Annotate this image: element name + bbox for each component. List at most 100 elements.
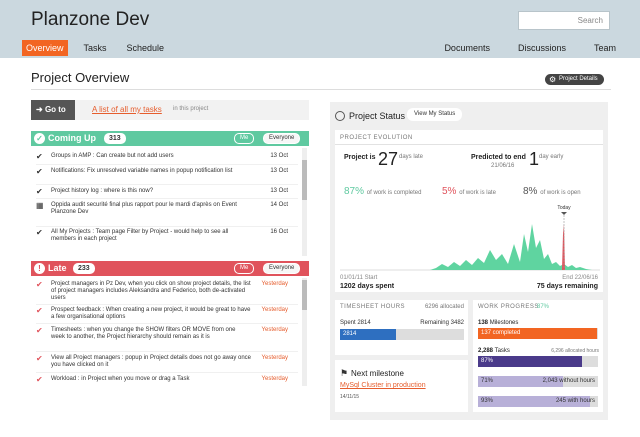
work-progress-box: WORK PROGRESS 87% 138 Milestones 137 com… <box>473 300 603 412</box>
start-label: Start <box>364 275 378 281</box>
timesheet-box: TIMESHEET HOURS 6296 allocated Spent 281… <box>335 300 468 355</box>
check-icon: ✔ <box>36 306 43 315</box>
arrow-right-icon: ➜ <box>36 105 43 114</box>
days-spent: 1202 days spent <box>340 283 395 290</box>
spent-label: Spent 2814 <box>340 320 371 326</box>
end-label: End <box>562 275 573 281</box>
project-status-panel: Project Status View My Status PROJECT EV… <box>330 102 608 420</box>
check-icon: ✔ <box>36 354 43 363</box>
without-hours-bar: 71% 2,043 without hours <box>478 376 598 387</box>
tasks-info: 2,288 Tasks <box>478 348 510 354</box>
task-date: 16 Oct <box>270 229 288 235</box>
coming-up-scrollbar[interactable] <box>302 148 307 256</box>
check-icon: ✔ <box>36 280 43 289</box>
project-details-label: Project Details <box>559 76 598 82</box>
tasks-allocated: 6,296 allocated hours <box>551 348 599 354</box>
late-stat: 5% of work is late <box>442 186 496 197</box>
tab-overview[interactable]: Overview <box>22 40 68 56</box>
predicted-unit: day early <box>539 154 564 160</box>
tab-discussions[interactable]: Discussions <box>517 43 566 53</box>
project-status-title: Project Status <box>349 111 406 121</box>
tab-documents[interactable]: Documents <box>444 43 490 53</box>
divider <box>36 198 298 199</box>
with-hours-bar-fill: 93% <box>478 396 590 407</box>
completed-pct: 87% <box>344 186 365 197</box>
check-icon: ✔ <box>36 228 43 237</box>
divider <box>31 89 611 90</box>
tab-tasks[interactable]: Tasks <box>83 43 107 53</box>
task-date: Yesterday <box>261 281 288 287</box>
task-date: 13 Oct <box>270 153 288 159</box>
without-hours-label: 2,043 without hours <box>542 378 595 384</box>
milestone-link[interactable]: MySql Cluster in production <box>340 382 426 389</box>
project-evolution: PROJECT EVOLUTION Project is 27 days lat… <box>335 130 603 292</box>
evolution-label: PROJECT EVOLUTION <box>340 135 413 141</box>
with-hours-bar: 93% 245 with hours <box>478 396 598 407</box>
calendar-icon: ▦ <box>36 201 44 210</box>
search-input[interactable]: Search <box>518 11 610 30</box>
scrollbar-thumb[interactable] <box>302 280 307 310</box>
task-title: Timesheets : when you change the SHOW fi… <box>51 327 236 340</box>
chart-area <box>430 224 592 270</box>
check-icon: ✔ <box>36 187 43 196</box>
open-stat: 8% of work is open <box>523 186 581 197</box>
filter-everyone-button[interactable]: Everyone <box>263 263 301 274</box>
filter-me-button[interactable]: Me <box>234 133 255 144</box>
project-details-button[interactable]: ⚙ Project Details <box>545 74 604 85</box>
late-scrollbar[interactable] <box>302 278 307 386</box>
next-milestone-title: Next milestone <box>351 369 404 378</box>
tab-schedule[interactable]: Schedule <box>126 43 165 53</box>
task-title: Project managers in Pz Dev, when you cli… <box>51 281 251 301</box>
flag-icon: ⚑ <box>340 368 349 378</box>
divider <box>335 144 603 145</box>
goto-bar: ➜ Go to A list of all my tasks in this p… <box>31 100 309 120</box>
filter-everyone-button[interactable]: Everyone <box>263 133 301 144</box>
without-hours-bar-fill: 71% <box>478 376 564 387</box>
task-title: Project history log : where is this now? <box>51 188 154 194</box>
days-late-label: days late <box>399 154 424 160</box>
milestone-date: 14/11/15 <box>340 394 360 400</box>
task-title: Oppida audit securité final plus rapport… <box>51 202 237 215</box>
task-title: Groups in AMP : Can create but not add u… <box>51 153 174 159</box>
end-info: End 22/06/16 <box>562 275 598 281</box>
view-my-status-button[interactable]: View My Status <box>407 108 463 121</box>
end-date: 22/06/16 <box>574 275 598 281</box>
days-remaining: 75 days remaining <box>536 283 598 290</box>
tasks-bar: 87% <box>478 356 598 367</box>
milestones-bar-fill: 137 completed <box>478 328 597 339</box>
late-pct: 5% <box>442 186 457 197</box>
task-date: Yesterday <box>261 327 288 333</box>
late-label: of work is late <box>459 190 496 196</box>
task-date: Yesterday <box>261 307 288 313</box>
goto-button[interactable]: ➜ Go to <box>31 100 75 120</box>
task-date: 13 Oct <box>270 168 288 174</box>
scrollbar-thumb[interactable] <box>302 160 307 200</box>
all-my-tasks-link[interactable]: A list of all my tasks <box>92 105 162 114</box>
tasks-bar-fill: 87% <box>478 356 583 367</box>
late-header: ! Late 233 Me Everyone <box>31 261 309 276</box>
goto-suffix: in this project <box>173 106 209 112</box>
task-date: 14 Oct <box>270 202 288 208</box>
filter-me-button[interactable]: Me <box>234 263 255 274</box>
task-title: All My Projects : Team page Filter by Pr… <box>51 229 229 242</box>
work-progress-pct: 87% <box>537 304 550 310</box>
timesheet-bar-fill: 2814 <box>340 329 396 340</box>
task-title: View all Project managers : popup in Pro… <box>51 355 252 368</box>
coming-up-count: 313 <box>104 133 126 144</box>
timesheet-allocated: 6296 allocated <box>424 304 464 310</box>
task-date: Yesterday <box>261 376 288 382</box>
gear-icon: ⚙ <box>549 75 557 84</box>
completed-stat: 87% of work is completed <box>344 186 422 197</box>
search-placeholder: Search <box>577 16 603 25</box>
goto-label: Go to <box>44 105 66 114</box>
divider <box>36 372 298 373</box>
remaining-label: Remaining 3482 <box>420 320 464 326</box>
coming-up-title: Coming Up <box>48 133 96 143</box>
task-title: Prospect feedback : When creating a new … <box>51 307 251 320</box>
tab-team[interactable]: Team <box>593 43 616 53</box>
check-circle-icon: ✓ <box>34 133 45 144</box>
open-label: of work is open <box>540 190 581 196</box>
predicted-label: Predicted to end <box>471 154 526 161</box>
late-title: Late <box>48 263 67 273</box>
timesheet-title: TIMESHEET HOURS <box>340 304 406 310</box>
